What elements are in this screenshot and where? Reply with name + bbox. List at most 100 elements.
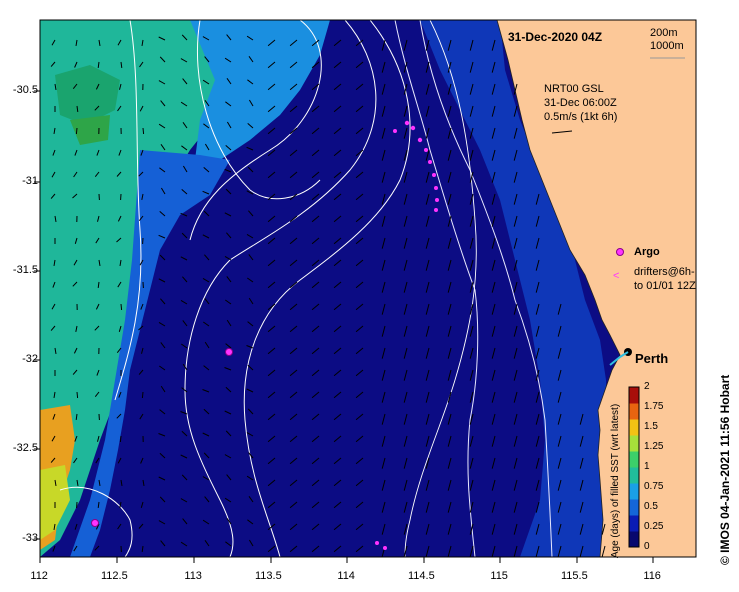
current-vector (491, 391, 496, 403)
current-vector (116, 347, 122, 354)
current-vector (469, 193, 474, 205)
current-vector (311, 303, 320, 311)
current-vector (75, 39, 78, 46)
current-vector (513, 149, 518, 161)
current-vector (289, 391, 298, 399)
current-vector (333, 303, 342, 311)
current-vector (248, 56, 254, 63)
argo-legend-label: Argo (634, 246, 660, 258)
colorbar-segment (629, 435, 639, 452)
current-vector (117, 215, 122, 222)
current-vector (381, 479, 386, 491)
current-vector (601, 523, 606, 535)
current-vector (403, 501, 408, 513)
current-vector (72, 281, 78, 287)
lat-tick-label: -32 (22, 353, 38, 365)
current-vector (425, 523, 430, 535)
current-vector (289, 501, 298, 509)
current-vector (557, 413, 562, 425)
current-vector (119, 259, 122, 266)
drifter-legend-line-1: drifters@6h- (634, 266, 695, 278)
current-vector (425, 545, 430, 557)
current-vector (141, 193, 144, 200)
current-vector (535, 347, 540, 359)
current-vector (425, 435, 430, 447)
current-vector (355, 215, 364, 223)
current-vector (246, 190, 254, 195)
current-vector (491, 545, 496, 557)
current-vector (535, 479, 540, 491)
current-vector (267, 501, 276, 509)
current-vector (513, 237, 518, 249)
current-vector (311, 347, 320, 355)
current-vector (557, 303, 562, 315)
current-vector (160, 144, 166, 151)
current-vector (73, 259, 78, 266)
current-vector (579, 435, 584, 447)
lon-tick-label: 114 (337, 570, 355, 582)
current-vector (333, 545, 342, 553)
current-vector (247, 79, 254, 85)
current-vector (447, 479, 452, 491)
current-vector (381, 523, 386, 535)
current-vector (247, 364, 254, 371)
current-vector (246, 475, 254, 481)
current-vector (491, 281, 496, 293)
current-vector (247, 166, 254, 173)
ssh-contour-3 (243, 20, 411, 557)
current-vector (535, 545, 540, 557)
current-vector (95, 83, 100, 90)
current-vector (469, 259, 474, 271)
colorbar-segment (629, 403, 639, 420)
current-vector (181, 34, 188, 41)
current-vector (52, 413, 56, 420)
current-vector (180, 541, 188, 547)
colorbar-tick-label: 1 (644, 461, 650, 472)
current-vector (491, 413, 496, 425)
current-vector (225, 541, 232, 547)
current-vector (203, 452, 210, 459)
current-vector (289, 281, 298, 289)
current-vector (513, 523, 518, 535)
lon-tick-label: 116 (643, 570, 661, 582)
current-vector (557, 457, 562, 469)
current-vector (513, 435, 518, 447)
current-vector (333, 479, 342, 487)
current-vector (289, 39, 298, 47)
current-vector (469, 39, 474, 51)
current-vector (491, 523, 496, 535)
current-vector (333, 259, 342, 267)
current-vector (248, 496, 254, 503)
current-vector (98, 479, 101, 486)
current-vector (54, 347, 57, 354)
current-vector (469, 325, 474, 337)
current-vector (267, 391, 276, 399)
current-vector (226, 474, 232, 481)
current-vector (355, 523, 364, 531)
current-vector (246, 432, 254, 437)
current-vector (491, 435, 496, 447)
colorbar-segment (629, 499, 639, 516)
drifter-legend-line-2: to 01/01 12Z (634, 280, 696, 292)
current-vector (311, 435, 320, 443)
current-vector (74, 237, 78, 244)
ssh-contour-5 (114, 20, 142, 401)
colorbar-segment (629, 387, 639, 404)
colorbar-tick-label: 1.75 (644, 401, 664, 412)
current-vector (311, 83, 320, 91)
current-vector (224, 410, 232, 415)
current-vector (225, 101, 232, 107)
current-vector (513, 83, 518, 95)
current-vector (267, 369, 276, 377)
current-vector (381, 39, 386, 51)
current-vector (204, 254, 210, 261)
current-vector (403, 479, 408, 491)
current-vector (203, 167, 210, 173)
drifter-legend: drifters@6h- to 01/01 12Z (634, 265, 696, 293)
colorbar (628, 386, 640, 548)
sst-age-teal-region (40, 20, 250, 557)
current-vector (158, 321, 166, 327)
current-vector (381, 391, 386, 403)
lon-tick-label: 112 (30, 570, 48, 582)
current-vector (159, 56, 166, 63)
